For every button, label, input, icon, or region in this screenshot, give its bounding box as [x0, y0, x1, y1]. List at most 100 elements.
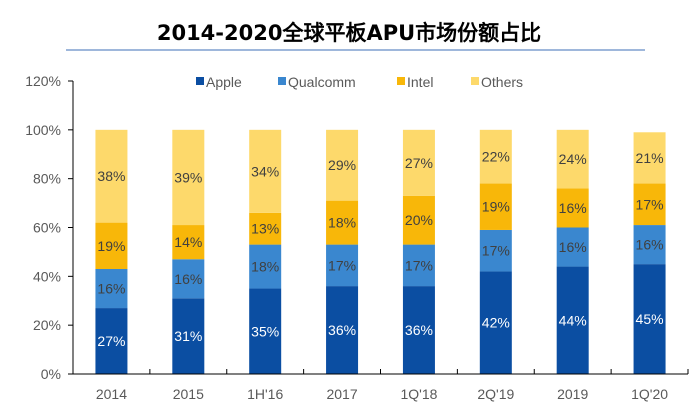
data-label: 29%	[328, 157, 356, 173]
bar-stack: 27% 16% 19% 38%	[95, 129, 128, 374]
bar-stack: 36% 17% 18% 29%	[326, 129, 359, 374]
data-label: 21%	[636, 150, 664, 166]
bar-segment-apple	[633, 264, 666, 374]
data-label: 16%	[559, 239, 587, 255]
bar-segment-apple	[326, 286, 359, 374]
bars: 27% 16% 19% 38% 31% 16% 14% 39% 35% 18% 13% 34% 36% 1…	[95, 129, 666, 374]
bar-segment-others	[326, 129, 359, 201]
data-label: 17%	[328, 257, 356, 273]
x-tick-label: 2014	[96, 386, 127, 402]
bar-segment-others	[249, 129, 282, 213]
data-label: 38%	[97, 168, 125, 184]
x-tick-label: 2Q'19	[477, 386, 514, 402]
y-axis: 0% 20% 40% 60% 80% 100% 120%	[25, 73, 74, 382]
data-label: 19%	[97, 238, 125, 254]
data-label: 27%	[405, 155, 433, 171]
data-label: 18%	[328, 215, 356, 231]
bar-segment-others	[402, 129, 435, 196]
data-label: 16%	[97, 281, 125, 297]
legend-label: Apple	[206, 74, 242, 90]
x-tick-label: 2019	[557, 386, 588, 402]
bar-segment-apple	[95, 308, 128, 374]
x-tick-label: 2015	[173, 386, 204, 402]
bar-segment-qualcomm	[479, 229, 512, 272]
bar-segment-intel	[172, 225, 205, 260]
data-label: 31%	[174, 328, 202, 344]
data-label: 35%	[251, 323, 279, 339]
bar-segment-intel	[479, 183, 512, 230]
legend-swatch-intel	[397, 77, 405, 85]
bar-stack: 45% 16% 17% 21%	[633, 132, 666, 374]
bar-segment-qualcomm	[326, 244, 359, 287]
x-tick-label: 1Q'18	[400, 386, 437, 402]
data-label: 13%	[251, 221, 279, 237]
bar-stack: 35% 18% 13% 34%	[249, 129, 282, 374]
bar-segment-others	[95, 129, 128, 223]
bar-segment-others	[633, 132, 666, 184]
y-tick-label: 120%	[25, 73, 61, 89]
y-tick-label: 40%	[33, 268, 61, 284]
bar-segment-others	[479, 129, 512, 184]
data-label: 36%	[328, 322, 356, 338]
x-tick-label: 1H'16	[247, 386, 283, 402]
data-label: 42%	[482, 315, 510, 331]
data-label: 44%	[559, 312, 587, 328]
data-label: 19%	[482, 199, 510, 215]
data-label: 18%	[251, 259, 279, 275]
data-label: 17%	[636, 196, 664, 212]
y-tick-label: 20%	[33, 317, 61, 333]
legend-swatch-apple	[196, 77, 204, 85]
data-label: 17%	[482, 243, 510, 259]
bar-segment-apple	[402, 286, 435, 374]
bar-segment-apple	[249, 288, 282, 374]
chart-title: 2014-2020全球平板APU市场份额占比	[157, 21, 541, 45]
y-tick-label: 80%	[33, 171, 61, 187]
bar-segment-intel	[402, 195, 435, 245]
legend-swatch-qualcomm	[278, 77, 286, 85]
data-label: 39%	[174, 169, 202, 185]
bar-segment-others	[172, 129, 205, 226]
data-label: 16%	[174, 271, 202, 287]
bar-segment-intel	[556, 188, 589, 228]
data-label: 20%	[405, 212, 433, 228]
bar-segment-apple	[556, 266, 589, 374]
bar-segment-others	[556, 129, 589, 189]
bar-segment-qualcomm	[633, 225, 666, 265]
data-label: 17%	[405, 257, 433, 273]
bar-segment-apple	[479, 271, 512, 374]
y-tick-label: 0%	[41, 366, 61, 382]
data-label: 22%	[482, 149, 510, 165]
bar-segment-qualcomm	[249, 244, 282, 289]
data-label: 45%	[636, 311, 664, 327]
data-label: 36%	[405, 322, 433, 338]
legend-label: Others	[481, 74, 523, 90]
legend: Apple Qualcomm Intel Others	[196, 74, 523, 90]
y-tick-label: 100%	[25, 122, 61, 138]
x-tick-label: 2017	[326, 386, 357, 402]
bar-stack: 44% 16% 16% 24%	[556, 129, 589, 374]
y-tick-label: 60%	[33, 220, 61, 236]
bar-segment-qualcomm	[556, 227, 589, 267]
x-axis: 2014 2015 1H'16 2017 1Q'18 2Q'19 2019 1Q'20	[73, 369, 689, 402]
data-label: 16%	[559, 200, 587, 216]
bar-segment-qualcomm	[95, 269, 128, 309]
bar-segment-intel	[95, 222, 128, 270]
bar-stack: 31% 16% 14% 39%	[172, 129, 205, 374]
data-label: 14%	[174, 234, 202, 250]
bar-stack: 42% 17% 19% 22%	[479, 129, 512, 374]
bar-segment-qualcomm	[402, 244, 435, 287]
data-label: 27%	[97, 333, 125, 349]
data-label: 34%	[251, 163, 279, 179]
bar-stack: 36% 17% 20% 27%	[402, 129, 435, 374]
bar-segment-intel	[633, 183, 666, 226]
legend-label: Qualcomm	[288, 74, 356, 90]
bar-segment-intel	[249, 212, 282, 245]
x-tick-label: 1Q'20	[631, 386, 668, 402]
legend-label: Intel	[407, 74, 433, 90]
legend-swatch-others	[471, 77, 479, 85]
bar-segment-qualcomm	[172, 259, 205, 299]
data-label: 24%	[559, 151, 587, 167]
data-label: 16%	[636, 237, 664, 253]
bar-segment-intel	[326, 200, 359, 245]
